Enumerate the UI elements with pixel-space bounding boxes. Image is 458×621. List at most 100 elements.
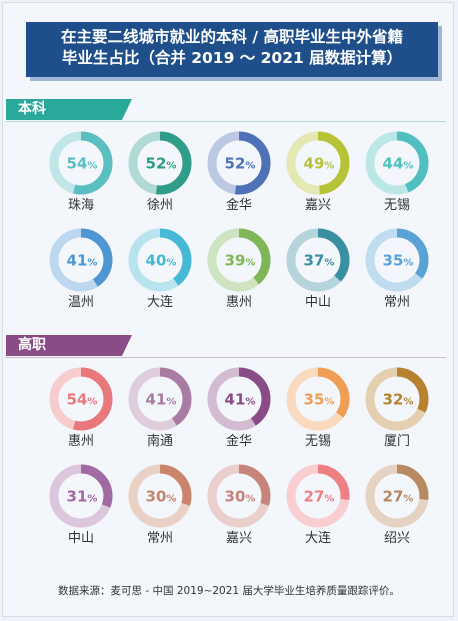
ring-chart: 39%	[207, 228, 271, 292]
city-label: 金华	[225, 434, 252, 449]
ring-chart-item: 41% 温州	[41, 227, 121, 317]
ring-value-label: 37%	[304, 252, 335, 270]
ring-chart: 52%	[128, 131, 192, 195]
ring-chart-item: 27% 大连	[278, 463, 358, 553]
ring-chart: 41%	[128, 367, 192, 431]
ring-value-label: 40%	[146, 252, 177, 270]
city-label: 惠州	[67, 434, 94, 449]
ring-value-label: 44%	[383, 155, 414, 173]
ring-value-label: 52%	[225, 155, 256, 173]
section-tag-vocational: 高职	[6, 335, 132, 356]
ring-chart: 41%	[207, 367, 271, 431]
ring-chart-item: 27% 绍兴	[357, 463, 437, 553]
ring-value-arc	[365, 228, 429, 292]
ring-value-label: 52%	[146, 155, 177, 173]
ring-value-arc	[49, 367, 113, 431]
title-line-1: 在主要二线城市就业的本科 / 高职毕业生中外省籍	[61, 28, 403, 46]
ring-chart-item: 39% 惠州	[199, 227, 279, 317]
ring-chart: 49%	[286, 131, 350, 195]
ring-chart-item: 52% 徐州	[120, 130, 200, 220]
ring-chart-item: 41% 南通	[120, 366, 200, 456]
city-label: 徐州	[146, 198, 173, 213]
city-label: 惠州	[225, 295, 252, 310]
ring-value-label: 39%	[225, 252, 256, 270]
ring-value-arc	[49, 131, 113, 195]
ring-value-label: 54%	[67, 155, 98, 173]
ring-chart-item: 54% 珠海	[41, 130, 121, 220]
city-label: 嘉兴	[304, 198, 331, 213]
ring-chart: 54%	[49, 131, 113, 195]
city-label: 温州	[67, 295, 94, 310]
ring-value-label: 35%	[304, 391, 335, 409]
ring-chart-item: 37% 中山	[278, 227, 358, 317]
ring-chart: 35%	[286, 367, 350, 431]
ring-chart: 40%	[128, 228, 192, 292]
ring-chart: 32%	[365, 367, 429, 431]
ring-chart-item: 30% 常州	[120, 463, 200, 553]
ring-chart: 52%	[207, 131, 271, 195]
ring-chart-item: 44% 无锡	[357, 130, 437, 220]
city-label: 大连	[146, 295, 173, 310]
section-divider-vocational	[6, 357, 446, 358]
ring-value-arc	[207, 228, 271, 292]
ring-value-arc	[207, 131, 271, 195]
ring-value-arc	[49, 464, 113, 528]
city-label: 大连	[304, 531, 331, 546]
ring-value-arc	[128, 131, 192, 195]
data-source-note: 数据来源：麦可思 - 中国 2019~2021 届大学毕业生培养质量跟踪评价。	[58, 585, 400, 597]
city-label: 常州	[383, 295, 410, 310]
city-label: 无锡	[383, 198, 410, 213]
ring-value-arc	[207, 367, 271, 431]
ring-value-label: 30%	[225, 488, 256, 506]
ring-value-label: 31%	[67, 488, 98, 506]
ring-value-label: 27%	[304, 488, 335, 506]
ring-value-label: 32%	[383, 391, 414, 409]
ring-value-arc	[286, 131, 350, 195]
ring-value-label: 27%	[383, 488, 414, 506]
city-label: 中山	[304, 295, 331, 310]
city-label: 嘉兴	[225, 531, 252, 546]
infographic-page: 在主要二线城市就业的本科 / 高职毕业生中外省籍 毕业生占比（合并 2019 ～…	[2, 2, 454, 617]
ring-value-label: 54%	[67, 391, 98, 409]
ring-value-arc	[128, 464, 192, 528]
ring-chart: 44%	[365, 131, 429, 195]
city-label: 绍兴	[383, 531, 410, 546]
ring-chart-item: 54% 惠州	[41, 366, 121, 456]
ring-chart: 27%	[365, 464, 429, 528]
city-label: 无锡	[304, 434, 331, 449]
ring-value-label: 35%	[383, 252, 414, 270]
ring-value-arc	[365, 464, 429, 528]
ring-chart-item: 40% 大连	[120, 227, 200, 317]
ring-chart-item: 35% 常州	[357, 227, 437, 317]
city-label: 金华	[225, 198, 252, 213]
ring-chart-item: 32% 厦门	[357, 366, 437, 456]
chart-title: 在主要二线城市就业的本科 / 高职毕业生中外省籍 毕业生占比（合并 2019 ～…	[26, 22, 438, 77]
ring-chart: 35%	[365, 228, 429, 292]
ring-chart-item: 41% 金华	[199, 366, 279, 456]
ring-value-arc	[128, 228, 192, 292]
ring-chart: 30%	[207, 464, 271, 528]
ring-chart: 31%	[49, 464, 113, 528]
ring-value-arc	[49, 228, 113, 292]
ring-chart: 27%	[286, 464, 350, 528]
ring-value-arc	[286, 367, 350, 431]
ring-value-arc	[128, 367, 192, 431]
ring-chart-item: 31% 中山	[41, 463, 121, 553]
city-label: 常州	[146, 531, 173, 546]
ring-value-label: 41%	[225, 391, 256, 409]
city-label: 南通	[146, 434, 173, 449]
ring-chart-item: 49% 嘉兴	[278, 130, 358, 220]
title-line-2: 毕业生占比（合并 2019 ～ 2021 届数据计算）	[61, 49, 403, 67]
ring-chart-item: 52% 金华	[199, 130, 279, 220]
city-label: 珠海	[67, 198, 94, 213]
ring-value-arc	[286, 464, 350, 528]
ring-value-label: 49%	[304, 155, 335, 173]
ring-value-arc	[286, 228, 350, 292]
ring-value-label: 41%	[67, 252, 98, 270]
ring-chart: 54%	[49, 367, 113, 431]
ring-value-arc	[207, 464, 271, 528]
ring-chart: 41%	[49, 228, 113, 292]
city-label: 厦门	[383, 434, 410, 449]
section-tag-undergraduate: 本科	[6, 99, 132, 120]
city-label: 中山	[67, 531, 94, 546]
